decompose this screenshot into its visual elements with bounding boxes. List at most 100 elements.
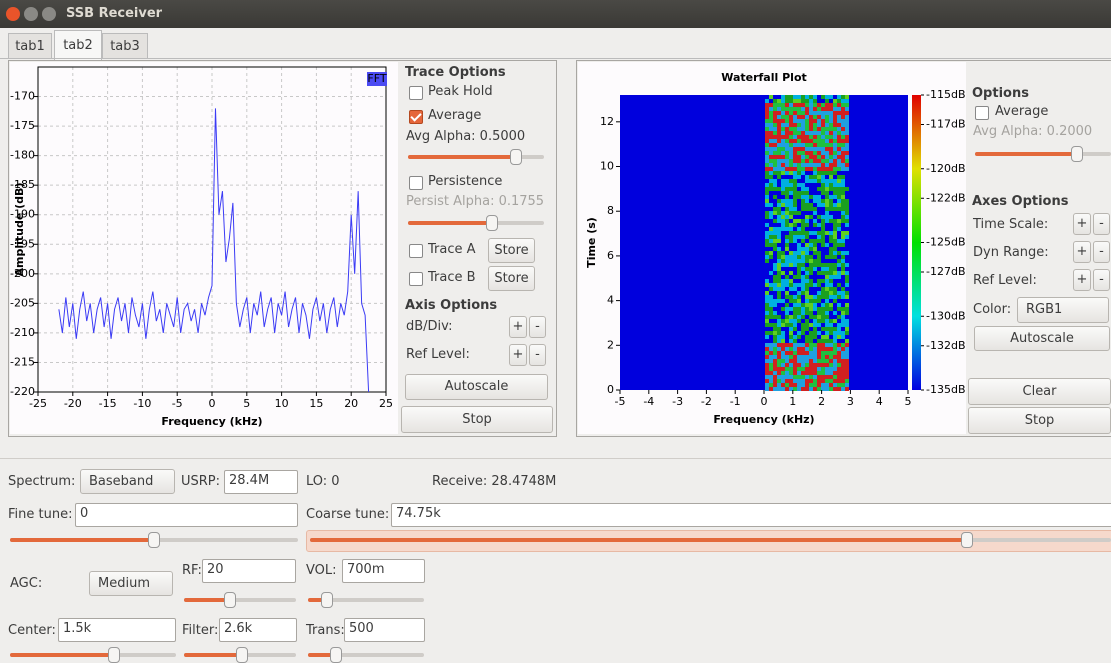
plus-button[interactable]: + [1073, 213, 1091, 235]
checkbox[interactable] [409, 244, 423, 258]
waterfall-cell [777, 343, 781, 347]
tab[interactable]: tab3 [102, 33, 148, 59]
autoscale-button[interactable]: Autoscale [405, 374, 548, 400]
plus-button[interactable]: + [509, 344, 527, 366]
text-entry[interactable]: 700m [342, 559, 425, 583]
waterfall-cell [781, 295, 785, 299]
waterfall-cell [813, 99, 817, 103]
tab[interactable]: tab1 [8, 33, 52, 59]
slider[interactable] [10, 653, 176, 657]
spectrum-combo[interactable]: Baseband [80, 469, 175, 494]
waterfall-cell [777, 207, 781, 211]
tab-active[interactable]: tab2 [54, 30, 102, 60]
waterfall-cell [821, 291, 825, 295]
minus-button[interactable]: - [1093, 241, 1110, 263]
waterfall-cell [825, 335, 829, 339]
stop-button[interactable]: Stop [401, 406, 553, 433]
waterfall-cell [789, 219, 793, 223]
close-button[interactable] [6, 7, 20, 21]
y-tick-label: -175 [10, 119, 35, 132]
minus-button[interactable]: - [1093, 269, 1110, 291]
maximize-button[interactable] [42, 7, 56, 21]
color-combo[interactable]: RGB1 [1017, 297, 1109, 323]
waterfall-cell [789, 151, 793, 155]
minus-button[interactable]: - [529, 316, 546, 338]
store-button[interactable]: Store [488, 266, 535, 291]
slider[interactable] [308, 598, 424, 602]
clear-button[interactable]: Clear [968, 378, 1111, 405]
store-button[interactable]: Store [488, 238, 535, 263]
waterfall-cell [805, 267, 809, 271]
text-entry[interactable]: 0 [75, 503, 298, 527]
waterfall-cell [773, 115, 777, 119]
waterfall-cell [777, 379, 781, 383]
waterfall-cell [789, 311, 793, 315]
slider[interactable] [308, 653, 424, 657]
waterfall-cell [805, 223, 809, 227]
slider[interactable] [184, 598, 296, 602]
waterfall-cell [845, 215, 849, 219]
text-entry[interactable]: 1.5k [58, 618, 176, 642]
waterfall-cell [821, 295, 825, 299]
minimize-button[interactable] [24, 7, 38, 21]
waterfall-cell [829, 139, 833, 143]
autoscale-button[interactable]: Autoscale [974, 326, 1110, 351]
plus-button[interactable]: + [1073, 269, 1091, 291]
waterfall-cell [781, 235, 785, 239]
waterfall-cell [805, 135, 809, 139]
slider[interactable] [975, 152, 1111, 156]
slider[interactable] [310, 538, 1111, 542]
waterfall-cell [825, 263, 829, 267]
text-entry[interactable]: 74.75k [391, 503, 1111, 527]
checkbox[interactable] [409, 272, 423, 286]
waterfall-cell [769, 315, 773, 319]
waterfall-cell [777, 107, 781, 111]
waterfall-cell [821, 171, 825, 175]
waterfall-cell [765, 283, 769, 287]
waterfall-cell [793, 143, 797, 147]
waterfall-cell [793, 255, 797, 259]
waterfall-cell [817, 379, 821, 383]
waterfall-cell [817, 199, 821, 203]
slider[interactable] [408, 221, 544, 225]
waterfall-cell [845, 111, 849, 115]
slider[interactable] [184, 653, 296, 657]
text-entry[interactable]: 28.4M [224, 470, 298, 494]
waterfall-cell [785, 327, 789, 331]
checkbox[interactable] [975, 106, 989, 120]
waterfall-cell [833, 311, 837, 315]
waterfall-cell [785, 247, 789, 251]
plus-button[interactable]: + [509, 316, 527, 338]
waterfall-cell [797, 135, 801, 139]
text-entry[interactable]: 2.6k [219, 618, 297, 642]
stop-button[interactable]: Stop [968, 407, 1111, 434]
text-entry[interactable]: 20 [202, 559, 296, 583]
waterfall-cell [773, 383, 777, 387]
waterfall-cell [813, 227, 817, 231]
waterfall-cell [825, 379, 829, 383]
plus-button[interactable]: + [1073, 241, 1091, 263]
waterfall-cell [789, 123, 793, 127]
waterfall-cell [789, 131, 793, 135]
checkbox[interactable] [409, 86, 423, 100]
checkbox[interactable] [409, 110, 423, 124]
waterfall-cell [845, 387, 849, 391]
minus-button[interactable]: - [1093, 213, 1110, 235]
slider[interactable] [10, 538, 298, 542]
waterfall-cell [833, 295, 837, 299]
waterfall-cell [813, 271, 817, 275]
minus-button[interactable]: - [529, 344, 546, 366]
waterfall-cell [829, 251, 833, 255]
waterfall-cell [773, 151, 777, 155]
checkbox[interactable] [409, 176, 423, 190]
slider[interactable] [408, 155, 544, 159]
waterfall-cell [809, 359, 813, 363]
waterfall-cell [845, 383, 849, 387]
waterfall-cell [805, 339, 809, 343]
agc-combo[interactable]: Medium [89, 571, 173, 596]
waterfall-cell [841, 283, 845, 287]
waterfall-cell [817, 151, 821, 155]
waterfall-cell [809, 171, 813, 175]
waterfall-cell [801, 287, 805, 291]
text-entry[interactable]: 500 [344, 618, 425, 642]
